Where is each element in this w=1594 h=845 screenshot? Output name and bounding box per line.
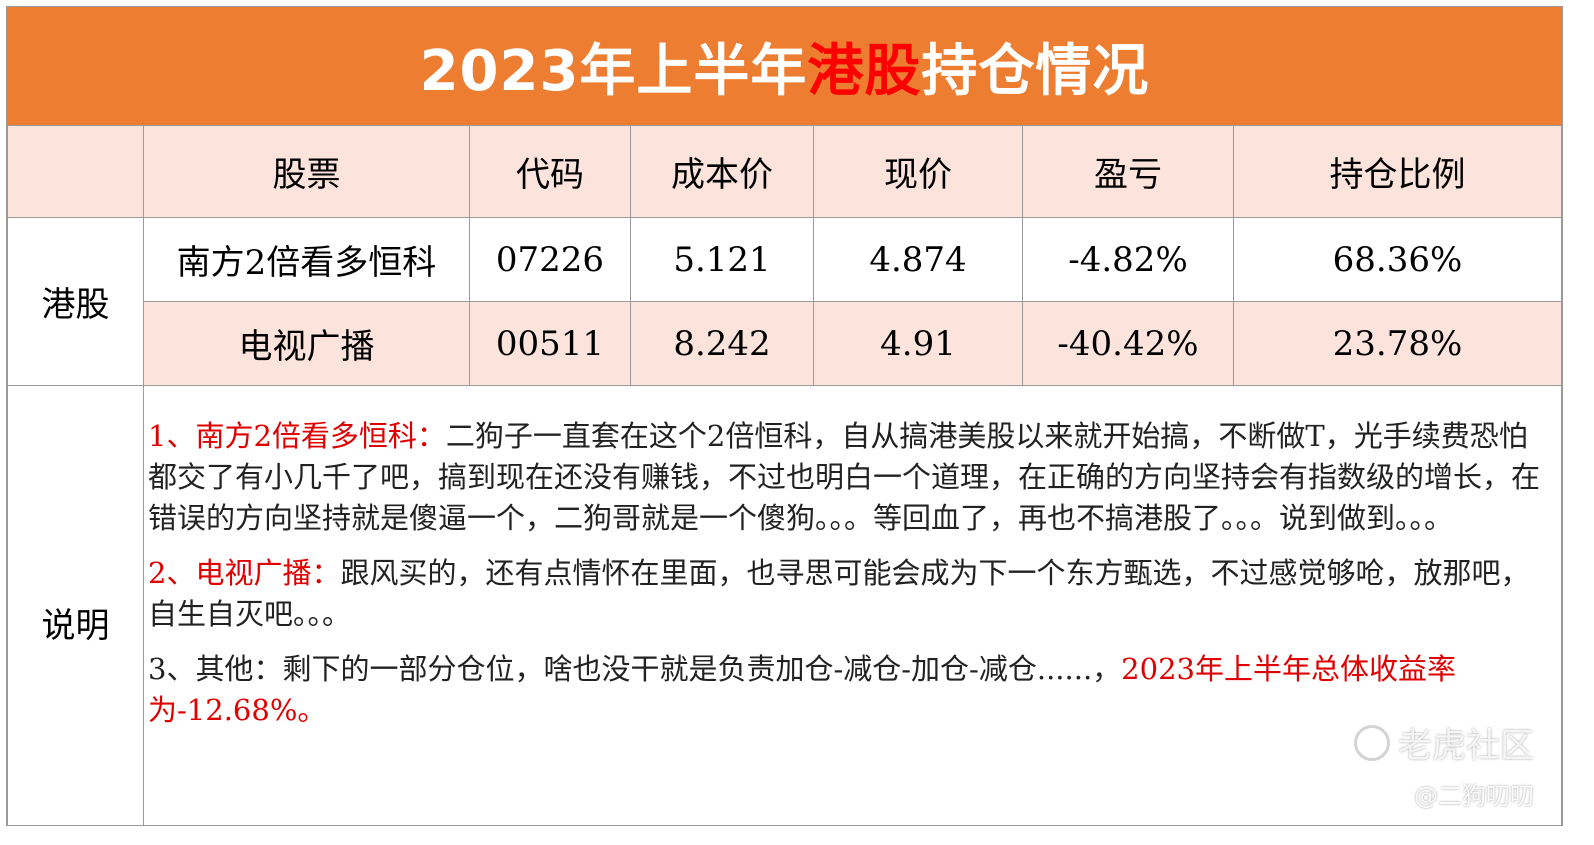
- column-header: 持仓比例: [1233, 125, 1562, 218]
- cell-price: 4.874: [813, 217, 1023, 302]
- sheet-title: 2023年上半年 港股 持仓情况: [7, 7, 1562, 125]
- notes-row: 说明 1、南方2倍看多恒科：二狗子一直套在这个2倍恒科，自从搞港美股以来就开始搞…: [7, 385, 1562, 825]
- table-row: 港股 南方2倍看多恒科 07226 5.121 4.874 -4.82% 68.…: [7, 217, 1562, 386]
- header-corner: [7, 125, 144, 218]
- table-header-row: 股票 代码 成本价 现价 盈亏 持仓比例: [7, 125, 1562, 218]
- watermark-author: @二狗叨叨: [1414, 782, 1534, 810]
- notes-cell: 1、南方2倍看多恒科：二狗子一直套在这个2倍恒科，自从搞港美股以来就开始搞，不断…: [143, 385, 1562, 825]
- note-item: 1、南方2倍看多恒科：二狗子一直套在这个2倍恒科，自从搞港美股以来就开始搞，不断…: [148, 416, 1549, 539]
- title-highlight: 港股: [807, 38, 922, 104]
- cell-weight: 23.78%: [1233, 301, 1562, 386]
- note-item: 2、电视广播：跟风买的，还有点情怀在里面，也寻思可能会成为下一个东方甄选，不过感…: [148, 553, 1549, 635]
- watermark-brand-text: 老虎社区: [1398, 726, 1534, 766]
- cell-cost: 8.242: [630, 301, 814, 386]
- cell-price: 4.91: [813, 301, 1023, 386]
- holdings-table: 股票 代码 成本价 现价 盈亏 持仓比例 港股 南方2倍看多恒科 07226 5…: [7, 125, 1562, 825]
- cell-stock: 南方2倍看多恒科: [143, 217, 470, 302]
- note-prefix: 2、电视广播：: [148, 556, 341, 590]
- tiger-logo-icon: [1354, 724, 1390, 761]
- column-header: 盈亏: [1022, 125, 1234, 218]
- note-text: 3、其他：剩下的一部分仓位，啥也没干就是负责加仓-减仓-加仓-减仓......，: [148, 652, 1122, 686]
- column-header: 现价: [813, 125, 1023, 218]
- note-prefix: 1、南方2倍看多恒科：: [148, 419, 446, 453]
- column-header: 代码: [469, 125, 631, 218]
- title-part2: 持仓情况: [921, 38, 1150, 104]
- notes-label: 说明: [7, 385, 144, 825]
- group-label-hk: 港股: [7, 217, 144, 386]
- cell-weight: 68.36%: [1233, 217, 1562, 302]
- cell-cost: 5.121: [630, 217, 814, 302]
- watermark-brand: 老虎社区: [1354, 718, 1534, 767]
- cell-code: 07226: [469, 217, 631, 302]
- cell-code: 00511: [469, 301, 631, 386]
- note-item: 3、其他：剩下的一部分仓位，啥也没干就是负责加仓-减仓-加仓-减仓......，…: [148, 649, 1549, 731]
- note-text: 二狗子一直套在这个2倍恒科，自从搞港美股以来就开始搞，不断做T，光手续费恐怕都交…: [148, 419, 1541, 535]
- cell-pnl: -4.82%: [1022, 217, 1234, 302]
- cell-pnl: -40.42%: [1022, 301, 1234, 386]
- title-part1: 2023年上半年: [419, 38, 808, 104]
- cell-stock: 电视广播: [143, 301, 470, 386]
- note-highlight: 2023年上半年总体收益率为-12.68%。: [148, 652, 1456, 727]
- note-text: 跟风买的，还有点情怀在里面，也寻思可能会成为下一个东方甄选，不过感觉够呛，放那吧…: [148, 556, 1530, 631]
- column-header: 股票: [143, 125, 470, 218]
- table-row: 电视广播 00511 8.242 4.91 -40.42% 23.78%: [8, 301, 1562, 386]
- column-header: 成本价: [630, 125, 814, 218]
- holdings-sheet: 2023年上半年 港股 持仓情况 股票 代码 成本价 现价 盈亏 持仓比例 港股 南…: [6, 6, 1563, 826]
